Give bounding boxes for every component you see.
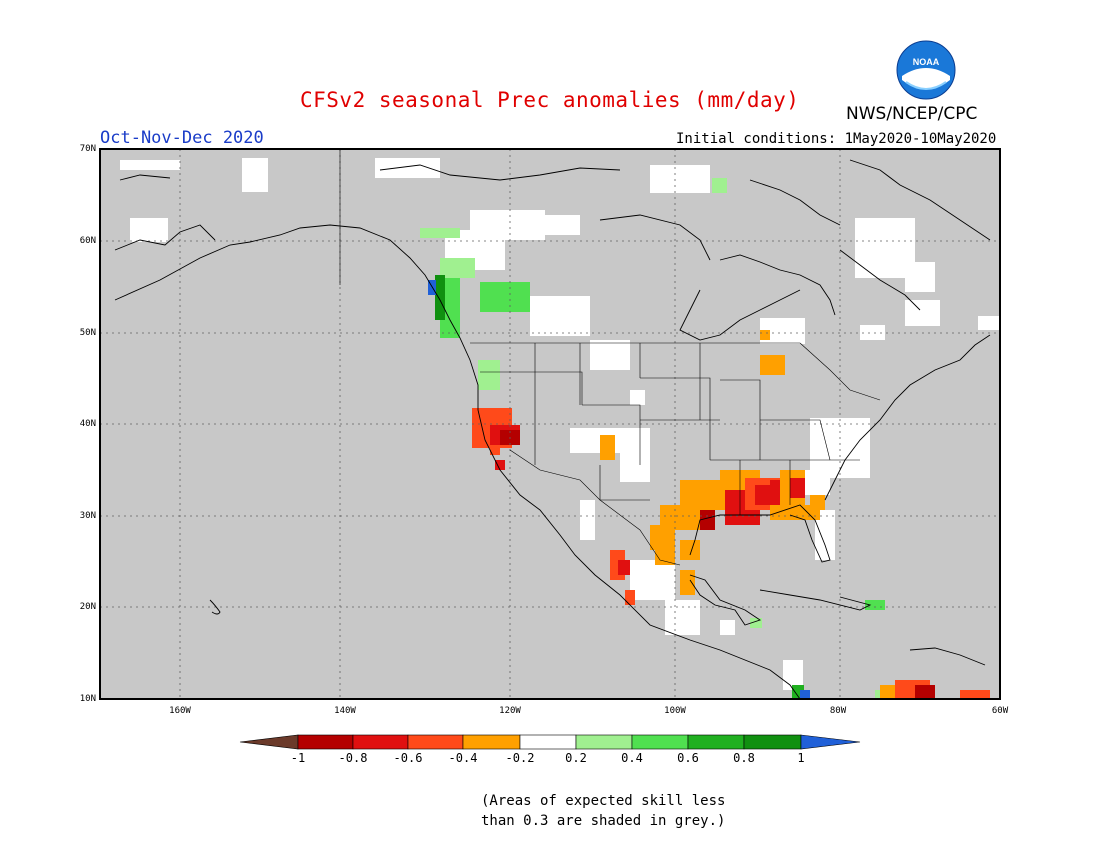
lon-label: 120W [499, 706, 521, 716]
lat-label: 20N [79, 602, 96, 612]
colorbar-segment [352, 734, 409, 750]
map-border [99, 148, 1001, 700]
skill-note-line2: than 0.3 are shaded in grey.) [481, 813, 726, 829]
lat-label: 50N [79, 328, 96, 338]
initial-conditions: Initial conditions: 1May2020-10May2020 [676, 131, 997, 147]
negative-anomaly-patches [472, 330, 990, 699]
lat-label: 30N [79, 511, 96, 521]
agency-label: NWS/NCEP/CPC [846, 104, 978, 124]
lon-label: 60W [991, 706, 1009, 716]
colorbar-label: 0.8 [733, 751, 755, 765]
positive-anomaly-patches [420, 178, 887, 699]
political-boundaries [339, 149, 881, 566]
map-title: CFSv2 seasonal Prec anomalies (mm/day) [300, 88, 800, 112]
colorbar-segment [519, 734, 577, 750]
lat-label: 60N [79, 236, 96, 246]
forecast-period: Oct-Nov-Dec 2020 [100, 128, 264, 148]
colorbar-segment [575, 734, 633, 750]
colorbar-label: -0.8 [338, 751, 368, 765]
colorbar-segment [462, 734, 521, 750]
colorbar-label: -0.4 [448, 751, 478, 765]
colorbar-label: 0.6 [677, 751, 699, 765]
lon-label: 140W [334, 706, 356, 716]
colorbar [239, 734, 861, 750]
skill-note-line1: (Areas of expected skill less [481, 793, 726, 809]
noaa-logo-icon: NOAA [896, 40, 956, 100]
lon-label: 100W [664, 706, 686, 716]
colorbar-segment [743, 734, 802, 750]
lon-label: 160W [169, 706, 191, 716]
colorbar-segment [631, 734, 689, 750]
colorbar-high-arrow [800, 734, 861, 750]
colorbar-label: 0.2 [565, 751, 587, 765]
colorbar-label: -1 [290, 751, 306, 765]
colorbar-label: 1 [797, 751, 805, 765]
lat-label: 70N [79, 144, 96, 154]
colorbar-low-arrow [239, 734, 299, 750]
colorbar-segment [687, 734, 745, 750]
skill-note: (Areas of expected skill less than 0.3 a… [481, 791, 725, 831]
colorbar-label: -0.6 [393, 751, 423, 765]
lat-label: 10N [79, 694, 96, 704]
lat-label: 40N [79, 419, 96, 429]
colorbar-label: -0.2 [505, 751, 535, 765]
colorbar-segment [297, 734, 354, 750]
colorbar-label: 0.4 [621, 751, 643, 765]
graticule [100, 149, 1000, 699]
noaa-logo-text: NOAA [913, 57, 940, 67]
coastlines [114, 159, 991, 700]
colorbar-segment [407, 734, 464, 750]
lon-label: 80W [829, 706, 847, 716]
